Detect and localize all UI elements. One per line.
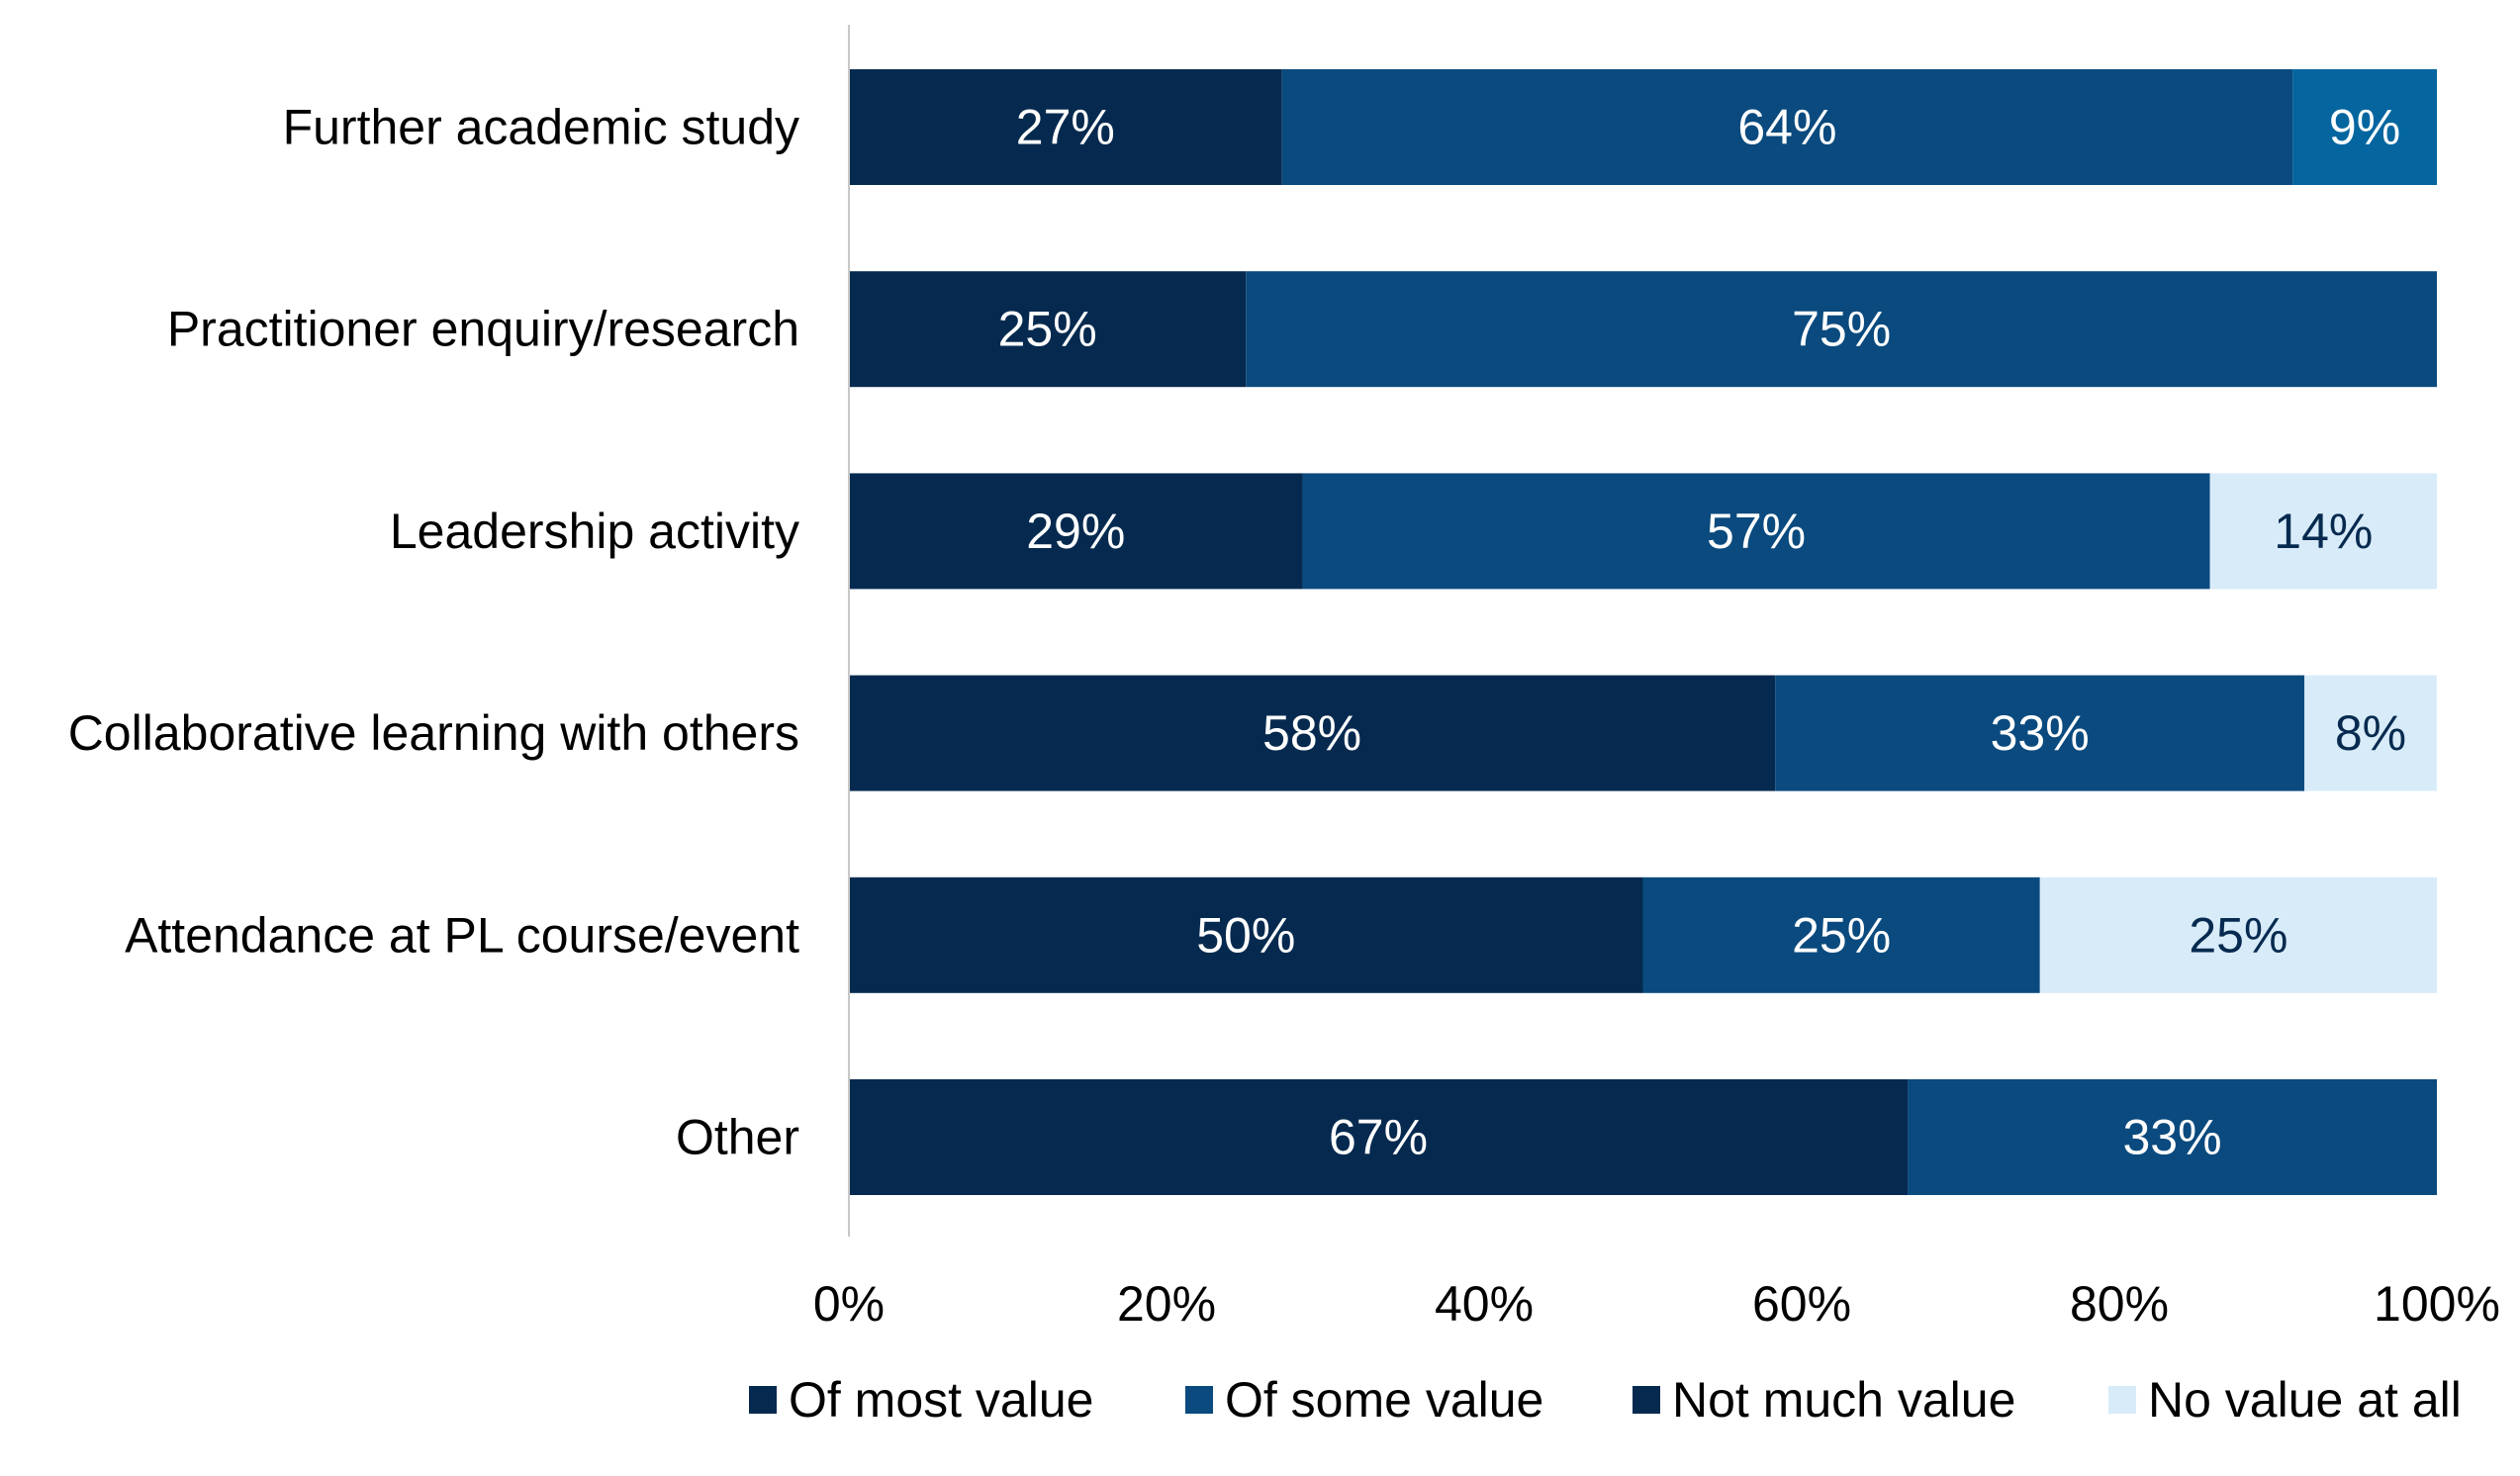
data-label-attendance-at-pl-course-event-no-value-at-all: 25% [2189, 907, 2287, 963]
data-label-further-academic-study-of-most-value: 27% [1016, 100, 1115, 155]
bar-other-of-some-value [1908, 1079, 2437, 1195]
category-label-leadership-activity: Leadership activity [390, 504, 799, 559]
x-tick-labels: 0% 20% 40% 60% 80% 100% [813, 1276, 2500, 1332]
category-label-collaborative-learning-with-others: Collaborative learning with others [68, 705, 799, 761]
bar-collaborative-learning-with-others-no-value-at-all [2304, 675, 2437, 791]
bar-other-of-most-value [849, 1079, 1909, 1195]
data-label-further-academic-study-of-some-value: 64% [1737, 100, 1836, 155]
x-tick-label-80: 80% [2070, 1276, 2169, 1332]
data-label-collaborative-learning-with-others-of-most-value: 58% [1262, 705, 1361, 761]
bar-attendance-at-pl-course-event-no-value-at-all [2039, 876, 2437, 993]
x-tick-label-20: 20% [1117, 1276, 1216, 1332]
data-label-other-of-most-value: 67% [1329, 1110, 1428, 1165]
bar-attendance-at-pl-course-event-of-some-value [1642, 876, 2040, 993]
data-label-attendance-at-pl-course-event-of-some-value: 25% [1792, 907, 1891, 963]
bar-practitioner-enquiry-research-of-some-value [1246, 271, 2437, 388]
legend-swatch-not-much-value [1633, 1386, 1660, 1414]
category-label-attendance-at-pl-course-event: Attendance at PL course/event [125, 907, 799, 963]
bar-leadership-activity-of-most-value [849, 473, 1303, 590]
category-labels: Further academic study Practitioner enqui… [68, 100, 799, 1165]
data-label-leadership-activity-no-value-at-all: 14% [2274, 504, 2373, 559]
bar-collaborative-learning-with-others-of-most-value [849, 675, 1776, 791]
bar-practitioner-enquiry-research-of-most-value [849, 271, 1247, 388]
legend-label-no-value-at-all: No value at all [2148, 1372, 2462, 1428]
data-label-attendance-at-pl-course-event-of-most-value: 50% [1196, 907, 1295, 963]
legend-label-of-most-value: Of most value [789, 1372, 1093, 1428]
data-label-practitioner-enquiry-research-of-some-value: 75% [1792, 302, 1891, 357]
bar-further-academic-study-of-some-value [1281, 69, 2293, 185]
bar-further-academic-study-not-much-value [2292, 69, 2437, 185]
data-label-collaborative-learning-with-others-of-some-value: 33% [1991, 705, 2090, 761]
x-tick-label-100: 100% [2374, 1276, 2500, 1332]
x-tick-label-60: 60% [1752, 1276, 1851, 1332]
bar-further-academic-study-of-most-value [849, 69, 1282, 185]
x-tick-label-40: 40% [1435, 1276, 1534, 1332]
bars-layer: 27% 64% 9% 25% 75% 29% 57% 14% 58% 33% 8% 50% 25% 25%… [849, 69, 2437, 1195]
legend-swatch-of-some-value [1185, 1386, 1213, 1414]
bar-collaborative-learning-with-others-of-some-value [1775, 675, 2305, 791]
x-tick-label-0: 0% [813, 1276, 885, 1332]
bar-attendance-at-pl-course-event-of-most-value [849, 876, 1643, 993]
legend-swatch-of-most-value [749, 1386, 777, 1414]
category-label-practitioner-enquiry-research: Practitioner enquiry/research [167, 302, 799, 357]
bar-leadership-activity-of-some-value [1302, 473, 2210, 590]
legend-label-not-much-value: Not much value [1672, 1372, 2015, 1428]
data-label-practitioner-enquiry-research-of-most-value: 25% [998, 302, 1097, 357]
bar-leadership-activity-no-value-at-all [2209, 473, 2437, 590]
data-label-further-academic-study-not-much-value: 9% [2329, 100, 2400, 155]
legend: Of most value Of some value Not much value… [749, 1372, 2462, 1428]
legend-swatch-no-value-at-all [2108, 1386, 2136, 1414]
category-label-other: Other [676, 1110, 799, 1165]
data-label-leadership-activity-of-most-value: 29% [1026, 504, 1125, 559]
data-label-leadership-activity-of-some-value: 57% [1707, 504, 1806, 559]
legend-label-of-some-value: Of some value [1225, 1372, 1543, 1428]
data-label-collaborative-learning-with-others-no-value-at-all: 8% [2335, 705, 2406, 761]
data-label-other-of-some-value: 33% [2122, 1110, 2221, 1165]
category-label-further-academic-study: Further academic study [283, 100, 799, 155]
